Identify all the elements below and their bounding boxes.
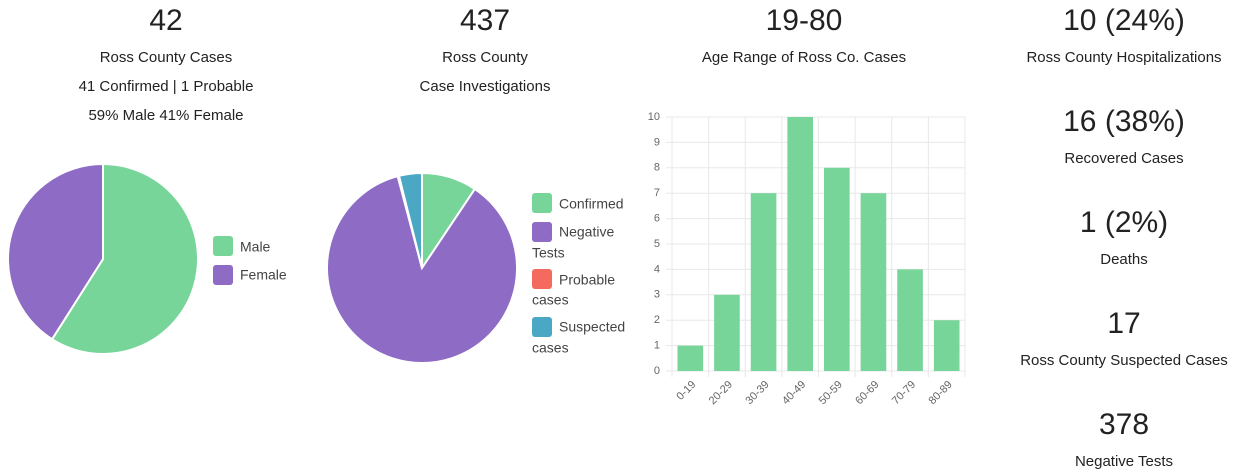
y-tick-label: 4 <box>654 263 660 275</box>
x-tick-label: 40-49 <box>780 379 808 407</box>
panel-value: 42 <box>149 4 182 37</box>
y-tick-label: 1 <box>654 340 660 352</box>
stat-label: Recovered Cases <box>1064 150 1183 167</box>
bar <box>714 294 740 371</box>
stat-label: Negative Tests <box>1075 453 1173 470</box>
x-tick-label: 20-29 <box>707 379 735 407</box>
stat-value: 17 <box>1107 307 1140 340</box>
bar <box>823 167 850 371</box>
stat-value: 16 (38%) <box>1063 105 1185 138</box>
legend-label: Probable cases <box>532 271 616 308</box>
legend-label: Suspected cases <box>532 318 626 356</box>
legend-item: Negative Tests <box>532 221 634 261</box>
bar <box>677 345 704 371</box>
y-tick-label: 7 <box>654 187 660 199</box>
pie-slice <box>7 162 104 341</box>
legend-swatch <box>213 236 233 257</box>
stat-value: 10 (24%) <box>1063 4 1185 37</box>
legend-label: Female <box>240 266 287 283</box>
stat-value: 378 <box>1099 408 1149 441</box>
legend-label: Negative Tests <box>532 223 615 260</box>
panel-line: Case Investigations <box>420 78 551 95</box>
legend-item: Female <box>213 264 303 285</box>
legend-label: Male <box>240 238 271 255</box>
panel-line: 41 Confirmed | 1 Probable <box>79 78 254 95</box>
x-tick-label: 30-39 <box>743 379 771 407</box>
y-tick-label: 9 <box>654 136 660 148</box>
panel-line: Ross County <box>442 49 528 66</box>
panel-line: Age Range of Ross Co. Cases <box>702 49 906 66</box>
legend-item: Suspected cases <box>532 316 634 356</box>
legend-label: Confirmed <box>559 195 624 212</box>
legend-swatch <box>532 316 552 337</box>
y-tick-label: 2 <box>654 314 660 326</box>
legend-swatch <box>213 264 233 285</box>
y-tick-label: 3 <box>654 289 660 301</box>
y-tick-label: 10 <box>648 111 660 123</box>
pie-slice <box>397 171 423 269</box>
panel-line: 59% Male 41% Female <box>88 107 243 124</box>
legend: Confirmed Negative Tests Probable cases Sus… <box>532 193 634 364</box>
stat-label: Deaths <box>1100 251 1148 268</box>
panel-line: Ross County Cases <box>100 49 233 66</box>
panel-value: 437 <box>460 4 510 37</box>
x-tick-label: 80-89 <box>926 379 954 407</box>
legend-item: Confirmed <box>532 193 634 214</box>
bar <box>750 193 777 371</box>
stat-label: Ross County Hospitalizations <box>1026 49 1221 66</box>
panel-value: 19-80 <box>766 4 843 37</box>
bar <box>787 117 814 371</box>
x-tick-label: 70-79 <box>890 379 918 407</box>
y-tick-label: 0 <box>654 365 660 377</box>
legend-item: Probable cases <box>532 269 634 309</box>
bar <box>860 193 887 371</box>
x-tick-label: 50-59 <box>817 379 845 407</box>
bar <box>933 320 960 371</box>
legend-item: Male <box>213 236 303 257</box>
y-tick-label: 6 <box>654 213 660 225</box>
legend-swatch <box>532 193 552 214</box>
y-tick-label: 5 <box>654 238 660 250</box>
legend: Male Female <box>213 236 303 293</box>
pie-slice <box>50 162 199 355</box>
x-tick-label: 0-19 <box>674 379 698 403</box>
stat-label: Ross County Suspected Cases <box>1020 352 1228 369</box>
legend-swatch <box>532 221 552 242</box>
x-tick-label: 60-69 <box>853 379 881 407</box>
stat-value: 1 (2%) <box>1080 206 1168 239</box>
y-tick-label: 8 <box>654 162 660 174</box>
bar <box>897 269 923 371</box>
legend-swatch <box>532 269 552 290</box>
pie-slice <box>326 174 518 364</box>
